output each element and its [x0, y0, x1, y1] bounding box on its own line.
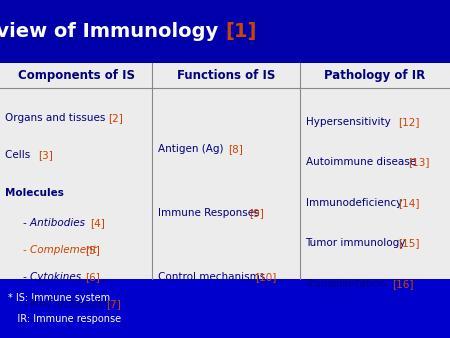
Text: [16]: [16]	[392, 279, 414, 289]
Text: Cells: Cells	[5, 150, 34, 161]
Text: IR: Immune response: IR: Immune response	[8, 314, 121, 324]
Text: Tumor immunology: Tumor immunology	[306, 238, 409, 248]
Text: Immunodeficiency: Immunodeficiency	[306, 198, 405, 208]
Text: Components of IS: Components of IS	[18, 69, 135, 82]
Text: - Complement: - Complement	[23, 245, 97, 255]
Text: - MHC molecules: - MHC molecules	[23, 299, 114, 309]
Text: [13]: [13]	[409, 157, 430, 167]
Text: Organs and tissues: Organs and tissues	[5, 113, 109, 123]
Text: [14]: [14]	[398, 198, 419, 208]
Text: Pathology of IR: Pathology of IR	[324, 69, 426, 82]
Text: Functions of IS: Functions of IS	[177, 69, 275, 82]
Text: - Cytokines: - Cytokines	[23, 272, 85, 282]
Text: Molecules: Molecules	[5, 188, 64, 198]
Text: - Antibodies: - Antibodies	[23, 218, 89, 228]
Text: [5]: [5]	[85, 245, 100, 255]
Text: Transplantation: Transplantation	[306, 279, 390, 289]
Text: [2]: [2]	[108, 113, 123, 123]
Text: [4]: [4]	[90, 218, 105, 228]
Text: [8]: [8]	[228, 144, 243, 154]
Text: [10]: [10]	[255, 272, 276, 282]
Text: * IS: Immune system: * IS: Immune system	[8, 293, 110, 303]
Text: Autoimmune disease: Autoimmune disease	[306, 157, 419, 167]
Text: Antigen (Ag): Antigen (Ag)	[158, 144, 226, 154]
Text: [15]: [15]	[398, 238, 419, 248]
Bar	[0, 0, 450, 63]
Text: Hypersensitivity: Hypersensitivity	[306, 117, 394, 127]
Text: Immune Responses: Immune Responses	[158, 208, 262, 218]
Bar	[0, 279, 450, 338]
Text: Overview of Immunology: Overview of Immunology	[0, 22, 225, 41]
Text: [3]: [3]	[38, 150, 53, 161]
Text: Control mechanisms: Control mechanisms	[158, 272, 265, 282]
Text: [7]: [7]	[106, 299, 121, 309]
Bar	[0, 63, 450, 279]
Text: [9]: [9]	[250, 208, 265, 218]
Text: [1]: [1]	[225, 22, 256, 41]
Text: [6]: [6]	[85, 272, 100, 282]
Text: [12]: [12]	[398, 117, 419, 127]
